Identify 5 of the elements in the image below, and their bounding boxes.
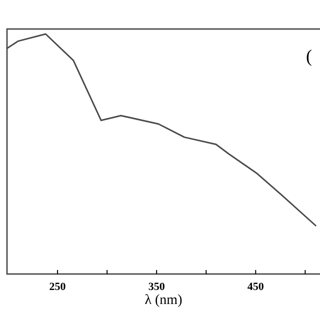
- x-tick-label: 450: [247, 281, 264, 294]
- x-axis-title: λ (nm): [144, 293, 183, 308]
- x-tick-label: 250: [49, 281, 66, 294]
- x-tick-label: 350: [148, 281, 166, 294]
- annotation: (: [306, 46, 312, 66]
